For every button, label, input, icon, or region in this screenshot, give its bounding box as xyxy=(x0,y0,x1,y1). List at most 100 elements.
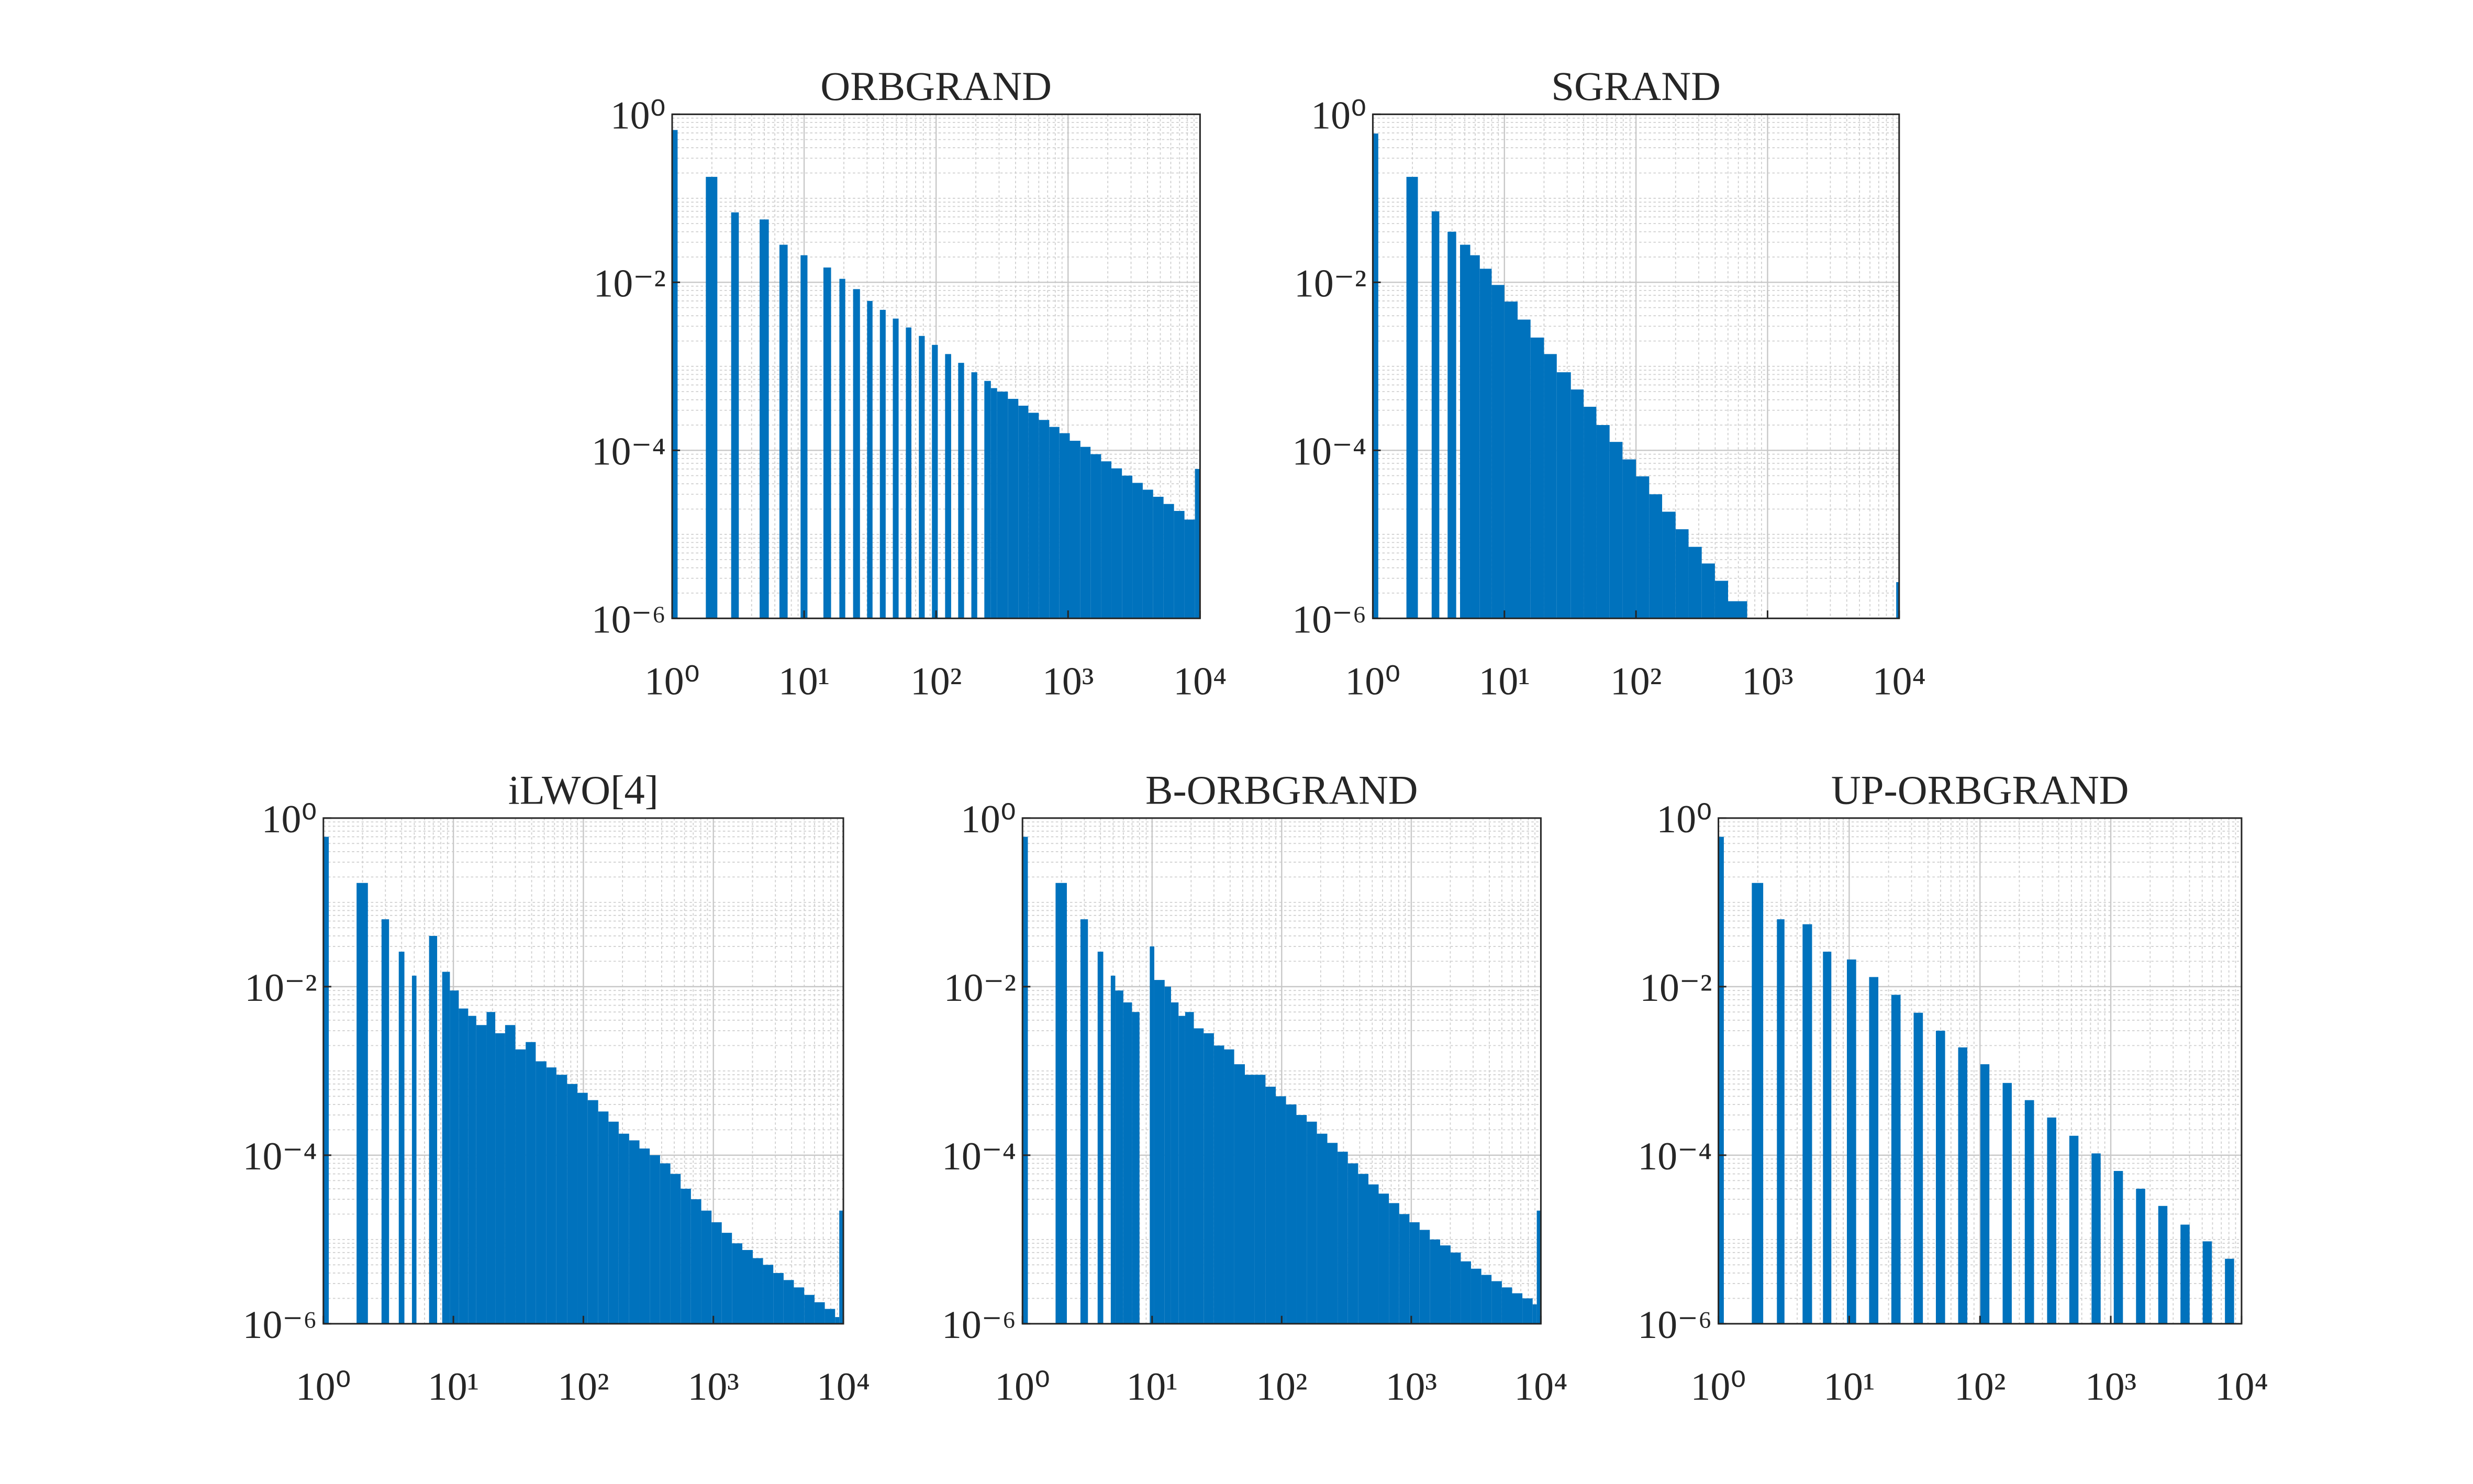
bar xyxy=(1823,952,1832,1324)
axes-frame xyxy=(671,113,1201,619)
x-tick-label: 10³ xyxy=(2085,1365,2136,1409)
bar xyxy=(1373,133,1378,619)
bar xyxy=(1055,883,1067,1324)
bar xyxy=(2180,1224,2190,1324)
bar xyxy=(1532,1304,1537,1324)
bar xyxy=(1460,244,1471,619)
y-tick-label: 10⁻² xyxy=(1640,966,1712,1010)
bar xyxy=(997,392,1008,619)
bar xyxy=(556,1075,567,1324)
bar xyxy=(398,952,405,1324)
bar xyxy=(1461,1261,1471,1324)
bar xyxy=(867,300,873,619)
y-tick-label: 10⁻⁴ xyxy=(942,1135,1016,1178)
bar xyxy=(1080,919,1088,1324)
bar xyxy=(1584,407,1597,619)
bar xyxy=(1039,420,1050,619)
bar xyxy=(763,1265,774,1324)
bar xyxy=(1059,433,1070,619)
bar xyxy=(1174,511,1185,619)
bar xyxy=(1070,441,1080,619)
bar xyxy=(2113,1170,2123,1324)
bar xyxy=(1028,412,1039,619)
bar xyxy=(906,327,911,619)
bar xyxy=(1338,1152,1348,1324)
bar xyxy=(1701,563,1715,619)
bar xyxy=(1570,389,1584,619)
bar xyxy=(660,1163,671,1324)
bar xyxy=(1718,836,1724,1324)
bar xyxy=(1254,1075,1266,1324)
bar xyxy=(1777,919,1785,1324)
bar xyxy=(1431,211,1440,619)
bar xyxy=(1430,1239,1440,1324)
bar xyxy=(1150,946,1154,1324)
bar xyxy=(1522,1298,1533,1324)
bar xyxy=(783,1280,794,1324)
bar xyxy=(505,1025,516,1324)
x-tick-label: 10⁴ xyxy=(1514,1365,1567,1409)
bar xyxy=(495,1033,505,1324)
x-tick-label: 10³ xyxy=(1742,660,1793,704)
bar xyxy=(1891,995,1901,1324)
bar xyxy=(618,1133,629,1324)
bar xyxy=(706,176,718,619)
y-tick-label: 10⁰ xyxy=(262,798,317,841)
y-tick-label: 10⁻⁶ xyxy=(942,1303,1016,1347)
bar xyxy=(1194,1028,1204,1324)
bar xyxy=(814,1302,825,1324)
y-tick-label: 10⁻⁴ xyxy=(1292,430,1366,474)
x-tick-label: 10³ xyxy=(1042,660,1094,704)
bar xyxy=(1409,1222,1420,1324)
y-tick-label: 10⁰ xyxy=(1656,798,1712,841)
bar xyxy=(2202,1241,2212,1324)
x-tick-label: 10⁰ xyxy=(995,1365,1050,1409)
bar xyxy=(1111,468,1122,619)
x-tick-label: 10⁴ xyxy=(1873,660,1926,704)
bar xyxy=(468,1016,476,1324)
y-tick-label: 10⁻⁴ xyxy=(243,1135,317,1178)
bar xyxy=(1491,1281,1502,1324)
y-tick-label: 10⁻² xyxy=(1294,262,1366,306)
y-tick-label: 10⁰ xyxy=(610,94,666,138)
bar xyxy=(1479,269,1492,619)
y-tick-label: 10⁰ xyxy=(1311,94,1366,138)
y-tick-label: 10⁻² xyxy=(944,966,1016,1010)
x-tick-label: 10¹ xyxy=(778,660,830,704)
x-tick-label: 10⁰ xyxy=(1691,1365,1746,1409)
bar xyxy=(1142,489,1153,619)
bar xyxy=(650,1155,660,1324)
bar xyxy=(411,975,417,1324)
bar xyxy=(752,1258,763,1324)
bar xyxy=(1530,337,1544,619)
bar xyxy=(1399,1214,1410,1324)
bar xyxy=(779,244,788,619)
bar xyxy=(1115,990,1123,1324)
bar xyxy=(1123,1002,1132,1324)
bar xyxy=(773,1273,784,1324)
bar xyxy=(1178,1016,1185,1324)
bar xyxy=(629,1140,640,1324)
bar xyxy=(1347,1163,1358,1324)
bar xyxy=(1662,511,1676,619)
bar xyxy=(681,1188,691,1324)
x-tick-label: 10⁰ xyxy=(296,1365,351,1409)
bar xyxy=(1296,1115,1307,1324)
axes-frame xyxy=(1372,113,1900,619)
bar xyxy=(919,336,925,619)
bar xyxy=(839,1210,844,1324)
bar xyxy=(2047,1117,2056,1324)
bar xyxy=(839,278,845,619)
bar xyxy=(1675,529,1689,619)
bar xyxy=(672,130,678,619)
x-tick-label: 10⁴ xyxy=(2215,1365,2268,1409)
bar xyxy=(536,1061,547,1324)
bar xyxy=(1265,1086,1276,1324)
subplot: 10⁰ 10¹ 10² 10³ 10⁴ 10⁻⁶ 10⁻⁴ 10⁻² 10⁰ UP-ORBGRAN… xyxy=(1637,768,2268,1409)
x-tick-label: 10¹ xyxy=(1823,1365,1875,1409)
x-tick-label: 10¹ xyxy=(1127,1365,1178,1409)
bar xyxy=(1491,285,1505,619)
bar xyxy=(1286,1104,1297,1324)
